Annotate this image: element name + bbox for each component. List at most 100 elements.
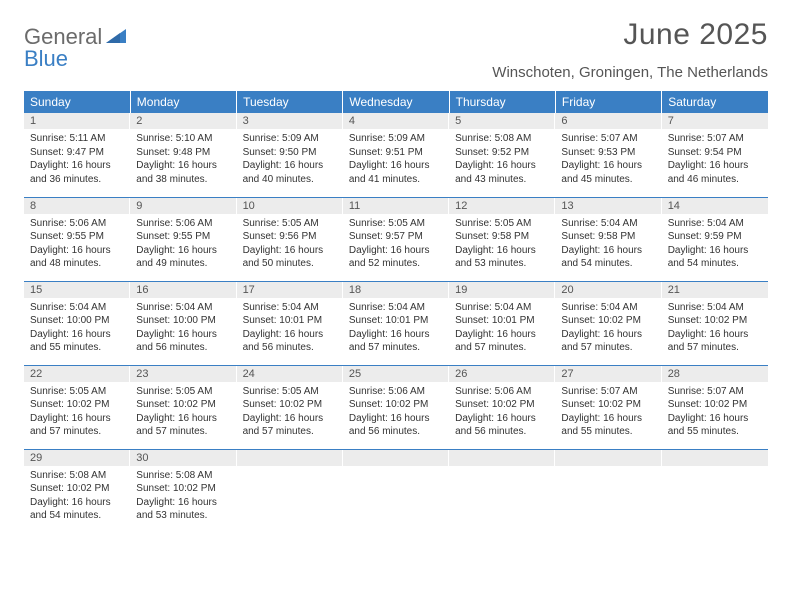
calendar-day-cell: 2Sunrise: 5:10 AMSunset: 9:48 PMDaylight… — [130, 113, 236, 197]
sunrise-text: Sunrise: 5:06 AM — [455, 385, 549, 399]
sunrise-text: Sunrise: 5:04 AM — [668, 217, 762, 231]
sunrise-text: Sunrise: 5:04 AM — [136, 301, 230, 315]
calendar-day-cell: 15Sunrise: 5:04 AMSunset: 10:00 PMDaylig… — [24, 281, 130, 365]
day-body: Sunrise: 5:04 AMSunset: 10:01 PMDaylight… — [237, 298, 343, 359]
sunrise-text: Sunrise: 5:07 AM — [561, 385, 655, 399]
daylight-line1: Daylight: 16 hours — [455, 328, 549, 342]
daylight-line2: and 49 minutes. — [136, 257, 230, 271]
day-number: 16 — [130, 282, 236, 298]
sunrise-text: Sunrise: 5:04 AM — [243, 301, 337, 315]
sunrise-text: Sunrise: 5:04 AM — [30, 301, 124, 315]
daylight-line1: Daylight: 16 hours — [136, 159, 230, 173]
daylight-line1: Daylight: 16 hours — [668, 159, 762, 173]
daylight-line1: Daylight: 16 hours — [349, 244, 443, 258]
daylight-line1: Daylight: 16 hours — [561, 159, 655, 173]
calendar-day-cell: 23Sunrise: 5:05 AMSunset: 10:02 PMDaylig… — [130, 365, 236, 449]
daylight-line2: and 56 minutes. — [243, 341, 337, 355]
sunset-text: Sunset: 10:02 PM — [668, 398, 762, 412]
day-body: Sunrise: 5:04 AMSunset: 10:01 PMDaylight… — [449, 298, 555, 359]
daylight-line1: Daylight: 16 hours — [349, 159, 443, 173]
day-number — [555, 450, 661, 466]
sunset-text: Sunset: 9:55 PM — [30, 230, 124, 244]
calendar-day-cell: 28Sunrise: 5:07 AMSunset: 10:02 PMDaylig… — [662, 365, 768, 449]
calendar-day-cell: 6Sunrise: 5:07 AMSunset: 9:53 PMDaylight… — [555, 113, 661, 197]
daylight-line2: and 56 minutes. — [349, 425, 443, 439]
day-header-row: Sunday Monday Tuesday Wednesday Thursday… — [24, 91, 768, 113]
daylight-line1: Daylight: 16 hours — [455, 412, 549, 426]
sunrise-text: Sunrise: 5:07 AM — [668, 385, 762, 399]
day-header: Sunday — [24, 91, 130, 113]
sunrise-text: Sunrise: 5:08 AM — [30, 469, 124, 483]
daylight-line2: and 53 minutes. — [136, 509, 230, 523]
daylight-line2: and 38 minutes. — [136, 173, 230, 187]
sunset-text: Sunset: 9:57 PM — [349, 230, 443, 244]
calendar-week-row: 8Sunrise: 5:06 AMSunset: 9:55 PMDaylight… — [24, 197, 768, 281]
daylight-line2: and 55 minutes. — [668, 425, 762, 439]
day-header: Thursday — [449, 91, 555, 113]
daylight-line2: and 45 minutes. — [561, 173, 655, 187]
sunset-text: Sunset: 9:47 PM — [30, 146, 124, 160]
day-number — [343, 450, 449, 466]
calendar-day-cell — [237, 449, 343, 533]
calendar-day-cell: 8Sunrise: 5:06 AMSunset: 9:55 PMDaylight… — [24, 197, 130, 281]
day-number: 12 — [449, 198, 555, 214]
day-body: Sunrise: 5:06 AMSunset: 10:02 PMDaylight… — [343, 382, 449, 443]
daylight-line2: and 48 minutes. — [30, 257, 124, 271]
daylight-line2: and 57 minutes. — [349, 341, 443, 355]
sunrise-text: Sunrise: 5:10 AM — [136, 132, 230, 146]
calendar-day-cell: 27Sunrise: 5:07 AMSunset: 10:02 PMDaylig… — [555, 365, 661, 449]
day-body: Sunrise: 5:06 AMSunset: 9:55 PMDaylight:… — [130, 214, 236, 275]
day-number: 19 — [449, 282, 555, 298]
header: General June 2025 Winschoten, Groningen,… — [24, 18, 768, 87]
sunrise-text: Sunrise: 5:05 AM — [136, 385, 230, 399]
day-body — [237, 466, 343, 516]
calendar-day-cell: 24Sunrise: 5:05 AMSunset: 10:02 PMDaylig… — [237, 365, 343, 449]
sunset-text: Sunset: 10:02 PM — [668, 314, 762, 328]
daylight-line1: Daylight: 16 hours — [136, 412, 230, 426]
day-body: Sunrise: 5:07 AMSunset: 10:02 PMDaylight… — [662, 382, 768, 443]
day-number: 2 — [130, 113, 236, 129]
daylight-line2: and 54 minutes. — [30, 509, 124, 523]
sunrise-text: Sunrise: 5:04 AM — [561, 301, 655, 315]
month-title: June 2025 — [492, 18, 768, 52]
calendar-day-cell: 13Sunrise: 5:04 AMSunset: 9:58 PMDayligh… — [555, 197, 661, 281]
sunset-text: Sunset: 10:02 PM — [455, 398, 549, 412]
daylight-line2: and 36 minutes. — [30, 173, 124, 187]
calendar-table: Sunday Monday Tuesday Wednesday Thursday… — [24, 91, 768, 533]
sunset-text: Sunset: 10:02 PM — [349, 398, 443, 412]
calendar-day-cell: 22Sunrise: 5:05 AMSunset: 10:02 PMDaylig… — [24, 365, 130, 449]
sunset-text: Sunset: 10:02 PM — [561, 314, 655, 328]
day-number: 27 — [555, 366, 661, 382]
day-body: Sunrise: 5:10 AMSunset: 9:48 PMDaylight:… — [130, 129, 236, 190]
daylight-line2: and 40 minutes. — [243, 173, 337, 187]
daylight-line2: and 57 minutes. — [455, 341, 549, 355]
calendar-day-cell: 9Sunrise: 5:06 AMSunset: 9:55 PMDaylight… — [130, 197, 236, 281]
day-number: 8 — [24, 198, 130, 214]
day-body: Sunrise: 5:08 AMSunset: 10:02 PMDaylight… — [24, 466, 130, 527]
day-number: 24 — [237, 366, 343, 382]
day-number: 17 — [237, 282, 343, 298]
day-number: 1 — [24, 113, 130, 129]
sunset-text: Sunset: 10:00 PM — [136, 314, 230, 328]
calendar-day-cell: 4Sunrise: 5:09 AMSunset: 9:51 PMDaylight… — [343, 113, 449, 197]
day-body: Sunrise: 5:05 AMSunset: 10:02 PMDaylight… — [130, 382, 236, 443]
daylight-line2: and 57 minutes. — [668, 341, 762, 355]
calendar-day-cell: 1Sunrise: 5:11 AMSunset: 9:47 PMDaylight… — [24, 113, 130, 197]
sunrise-text: Sunrise: 5:07 AM — [561, 132, 655, 146]
daylight-line2: and 57 minutes. — [136, 425, 230, 439]
calendar-day-cell: 5Sunrise: 5:08 AMSunset: 9:52 PMDaylight… — [449, 113, 555, 197]
day-body: Sunrise: 5:05 AMSunset: 9:58 PMDaylight:… — [449, 214, 555, 275]
daylight-line2: and 57 minutes. — [243, 425, 337, 439]
sunrise-text: Sunrise: 5:06 AM — [30, 217, 124, 231]
daylight-line1: Daylight: 16 hours — [30, 496, 124, 510]
daylight-line2: and 57 minutes. — [561, 341, 655, 355]
day-number — [662, 450, 768, 466]
daylight-line1: Daylight: 16 hours — [30, 159, 124, 173]
day-body — [449, 466, 555, 516]
sunset-text: Sunset: 10:02 PM — [243, 398, 337, 412]
sunset-text: Sunset: 10:02 PM — [136, 482, 230, 496]
daylight-line1: Daylight: 16 hours — [668, 244, 762, 258]
day-body: Sunrise: 5:06 AMSunset: 9:55 PMDaylight:… — [24, 214, 130, 275]
sunrise-text: Sunrise: 5:08 AM — [136, 469, 230, 483]
calendar-day-cell — [449, 449, 555, 533]
